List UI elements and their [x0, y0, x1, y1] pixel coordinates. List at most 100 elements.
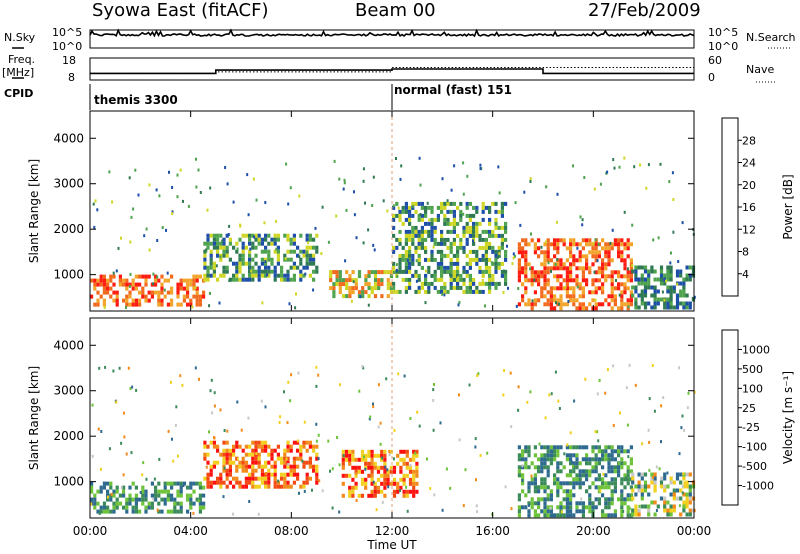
heatmap-cell [653, 512, 657, 517]
heatmap-cell [634, 383, 637, 387]
heatmap-cell [163, 288, 166, 292]
heatmap-cell [565, 302, 569, 307]
heatmap-cell [555, 301, 557, 305]
heatmap-cell [235, 480, 239, 485]
heatmap-cell [594, 258, 598, 263]
heatmap-cell [176, 290, 180, 295]
heatmap-cell [556, 465, 560, 470]
heatmap-cell [373, 278, 378, 283]
heatmap-cell [251, 233, 255, 238]
heatmap-cell [569, 497, 573, 502]
heatmap-cell [530, 501, 534, 506]
heatmap-cell [219, 241, 223, 246]
heatmap-cell [232, 448, 236, 453]
heatmap-cell [550, 392, 553, 396]
heatmap-cell [373, 294, 378, 299]
heatmap-cell [607, 501, 611, 506]
heatmap-cell [228, 464, 232, 469]
heatmap-cell [462, 192, 465, 196]
heatmap-cell [626, 267, 629, 271]
heatmap-cell [424, 221, 428, 226]
heatmap-cell [443, 293, 446, 297]
heatmap-cell [267, 265, 271, 270]
heatmap-cell [278, 421, 281, 424]
heatmap-cell [452, 269, 456, 274]
heatmap-cell [122, 505, 126, 510]
heatmap-cell [613, 166, 616, 170]
heatmap-cell [338, 274, 342, 279]
heatmap-cell [540, 461, 544, 466]
heatmap-cell [358, 389, 361, 393]
heatmap-cell [130, 215, 133, 219]
heatmap-cell [432, 388, 435, 392]
heatmap-cell [222, 265, 226, 270]
heatmap-cell [670, 251, 672, 255]
heatmap-cell [232, 452, 236, 457]
heatmap-cell [370, 286, 374, 291]
heatmap-cell [352, 280, 355, 284]
heatmap-cell [254, 484, 258, 489]
heatmap-cell [198, 505, 202, 510]
heatmap-cell [154, 489, 158, 494]
heatmap-cell [504, 269, 508, 274]
heatmap-cell [688, 508, 692, 513]
heatmap-cell [626, 449, 630, 454]
heatmap-cell [179, 501, 183, 506]
heatmap-cell [138, 274, 142, 279]
heatmap-cell [669, 508, 673, 513]
heatmap-cell [639, 163, 642, 167]
heatmap-cell [459, 209, 463, 214]
heatmap-cell [504, 277, 508, 282]
heatmap-cell [176, 302, 180, 307]
heatmap-cell [203, 452, 207, 457]
heatmap-cell [276, 261, 280, 266]
heatmap-cell [332, 270, 336, 275]
heatmap-cell [417, 217, 421, 222]
heatmap-cell [553, 457, 557, 462]
heatmap-cell [647, 504, 651, 509]
heatmap-cell [432, 398, 435, 402]
heatmap-cell [504, 201, 508, 206]
heatmap-cell [572, 481, 576, 486]
heatmap-cell [373, 485, 377, 490]
heatmap-cell [344, 457, 349, 462]
heatmap-cell [427, 257, 431, 262]
heatmap-cell [228, 279, 231, 283]
heatmap-cell [235, 265, 239, 270]
heatmap-cell [559, 469, 563, 474]
heatmap-cell [620, 477, 624, 482]
heatmap-cell [572, 164, 574, 168]
heatmap-cell [678, 452, 681, 456]
heatmap-cell [601, 282, 605, 287]
heatmap-cell [459, 217, 463, 222]
heatmap-cell [257, 444, 261, 449]
heatmap-cell [543, 282, 547, 287]
heatmap-cell [315, 269, 319, 274]
heatmap-cell [537, 465, 541, 470]
heatmap-cell [216, 253, 220, 258]
heatmap-cell [594, 302, 598, 307]
heatmap-cell [521, 449, 525, 454]
heatmap-cell [401, 221, 405, 226]
heatmap-cell [553, 473, 557, 478]
heatmap-cell [533, 445, 537, 450]
heatmap-cell [399, 457, 403, 462]
heatmap-cell [134, 485, 138, 490]
nsky-panel: N.Sky 10^5 10^0 10^5 10^0 N.Search [4, 26, 796, 53]
heatmap-cell [122, 278, 126, 283]
heatmap-cell [685, 504, 689, 509]
heatmap-cell [106, 505, 110, 510]
heatmap-cell [147, 298, 151, 303]
heatmap-cell [468, 213, 472, 218]
heatmap-cell [412, 453, 416, 458]
heatmap-cell [411, 241, 415, 246]
heatmap-cell [216, 444, 220, 449]
heatmap-cell [222, 269, 226, 274]
heatmap-cell [389, 270, 394, 275]
heatmap-cell [553, 246, 557, 251]
heatmap-cell [212, 261, 216, 266]
heatmap-cell [693, 390, 696, 394]
heatmap-cell [186, 302, 190, 307]
heatmap-cell [524, 465, 528, 470]
